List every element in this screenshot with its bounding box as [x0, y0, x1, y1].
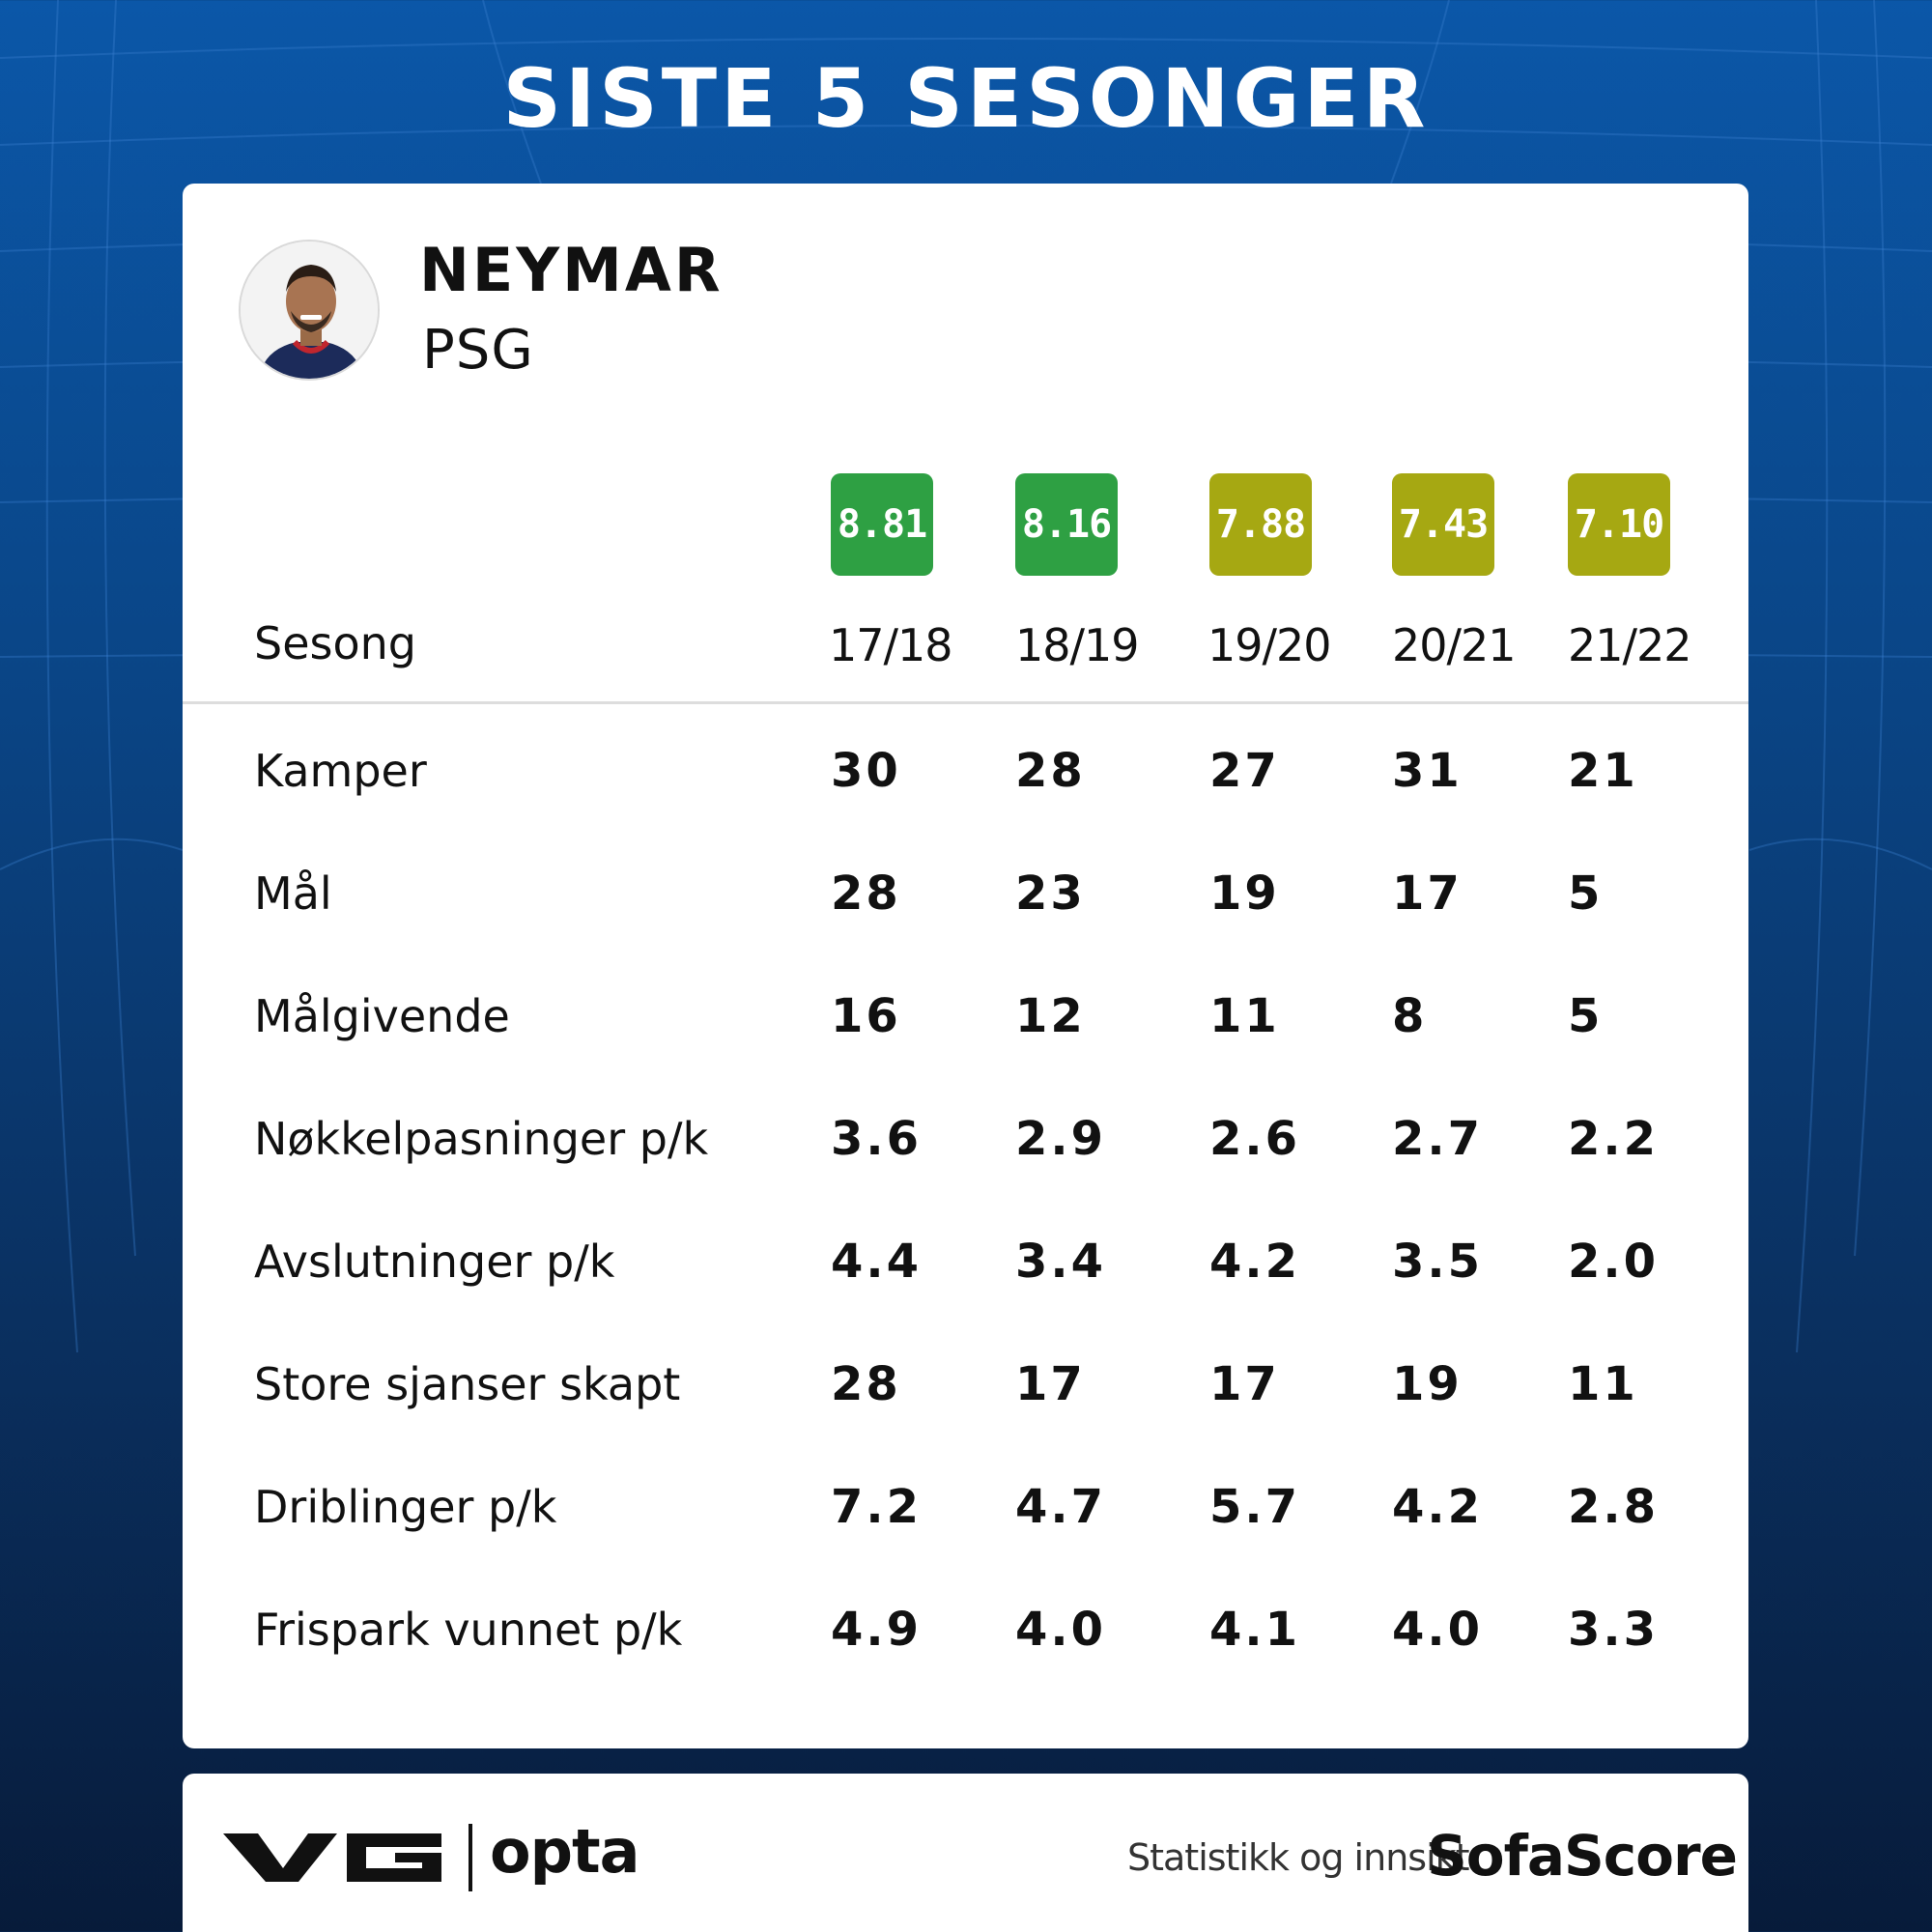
page-title: SISTE 5 SESONGER: [502, 51, 1430, 146]
stat-value: 12: [1015, 989, 1086, 1043]
stat-value: 2.8: [1568, 1480, 1660, 1534]
stat-value: 17: [1209, 1357, 1280, 1411]
team-name: PSG: [422, 319, 534, 382]
stat-value: 7.2: [831, 1480, 923, 1534]
opta-logo: opta: [490, 1816, 639, 1887]
stat-value: 2.6: [1209, 1112, 1301, 1166]
sofascore-logo: SofaScore: [1427, 1823, 1738, 1889]
stat-value: 11: [1209, 989, 1280, 1043]
stat-row-label: Målgivende: [254, 990, 510, 1042]
stat-value: 2.0: [1568, 1235, 1660, 1289]
stat-value: 11: [1568, 1357, 1638, 1411]
rating-badge: 8.16: [1015, 473, 1118, 576]
stat-value: 4.0: [1015, 1603, 1107, 1657]
stat-value: 2.7: [1392, 1112, 1484, 1166]
stat-row-label: Avslutninger p/k: [254, 1236, 615, 1288]
stat-value: 8: [1392, 989, 1428, 1043]
stat-value: 3.5: [1392, 1235, 1484, 1289]
season-header-label: Sesong: [254, 617, 416, 669]
stat-value: 4.2: [1392, 1480, 1484, 1534]
vg-logo-icon: [223, 1833, 441, 1882]
stat-value: 4.7: [1015, 1480, 1107, 1534]
stat-value: 19: [1209, 867, 1280, 921]
season-label: 18/19: [1015, 619, 1140, 671]
stat-row-label: Driblinger p/k: [254, 1481, 557, 1533]
header-divider: [183, 701, 1748, 704]
stat-value: 4.2: [1209, 1235, 1301, 1289]
stat-value: 31: [1392, 744, 1463, 798]
stat-value: 3.6: [831, 1112, 923, 1166]
stat-value: 3.3: [1568, 1603, 1660, 1657]
stat-value: 16: [831, 989, 901, 1043]
stat-value: 3.4: [1015, 1235, 1107, 1289]
stat-value: 23: [1015, 867, 1086, 921]
stat-row-label: Mål: [254, 867, 332, 920]
season-label: 20/21: [1392, 619, 1517, 671]
stat-value: 19: [1392, 1357, 1463, 1411]
logo-separator: [469, 1824, 472, 1891]
credit-text: Statistikk og innsikt: [1127, 1836, 1470, 1879]
stat-value: 2.2: [1568, 1112, 1660, 1166]
footer-bar: opta Statistikk og innsikt SofaScore: [183, 1774, 1748, 1932]
player-avatar: [239, 240, 380, 381]
season-label: 19/20: [1208, 619, 1332, 671]
stat-value: 28: [831, 1357, 901, 1411]
stat-row-label: Frispark vunnet p/k: [254, 1604, 683, 1656]
stat-value: 21: [1568, 744, 1638, 798]
stat-value: 17: [1015, 1357, 1086, 1411]
stat-value: 30: [831, 744, 901, 798]
rating-badge: 7.10: [1568, 473, 1670, 576]
stat-value: 5: [1568, 989, 1604, 1043]
rating-badge: 8.81: [831, 473, 933, 576]
stat-row-label: Kamper: [254, 745, 427, 797]
season-label: 17/18: [829, 619, 953, 671]
player-name: NEYMAR: [419, 235, 724, 305]
stat-value: 28: [1015, 744, 1086, 798]
rating-badge: 7.43: [1392, 473, 1494, 576]
player-photo-icon: [241, 242, 378, 379]
stat-value: 28: [831, 867, 901, 921]
stat-value: 4.9: [831, 1603, 923, 1657]
stat-row-label: Store sjanser skapt: [254, 1358, 681, 1410]
stats-card: NEYMAR PSG 8.81 8.16 7.88 7.43 7.10 Seso…: [183, 184, 1748, 1748]
stat-value: 5: [1568, 867, 1604, 921]
stat-value: 5.7: [1209, 1480, 1301, 1534]
stat-value: 4.4: [831, 1235, 923, 1289]
season-label: 21/22: [1568, 619, 1692, 671]
stat-value: 17: [1392, 867, 1463, 921]
stat-value: 27: [1209, 744, 1280, 798]
stat-value: 4.0: [1392, 1603, 1484, 1657]
stat-value: 2.9: [1015, 1112, 1107, 1166]
stat-row-label: Nøkkelpasninger p/k: [254, 1113, 709, 1165]
stat-value: 4.1: [1209, 1603, 1301, 1657]
rating-badge: 7.88: [1209, 473, 1312, 576]
